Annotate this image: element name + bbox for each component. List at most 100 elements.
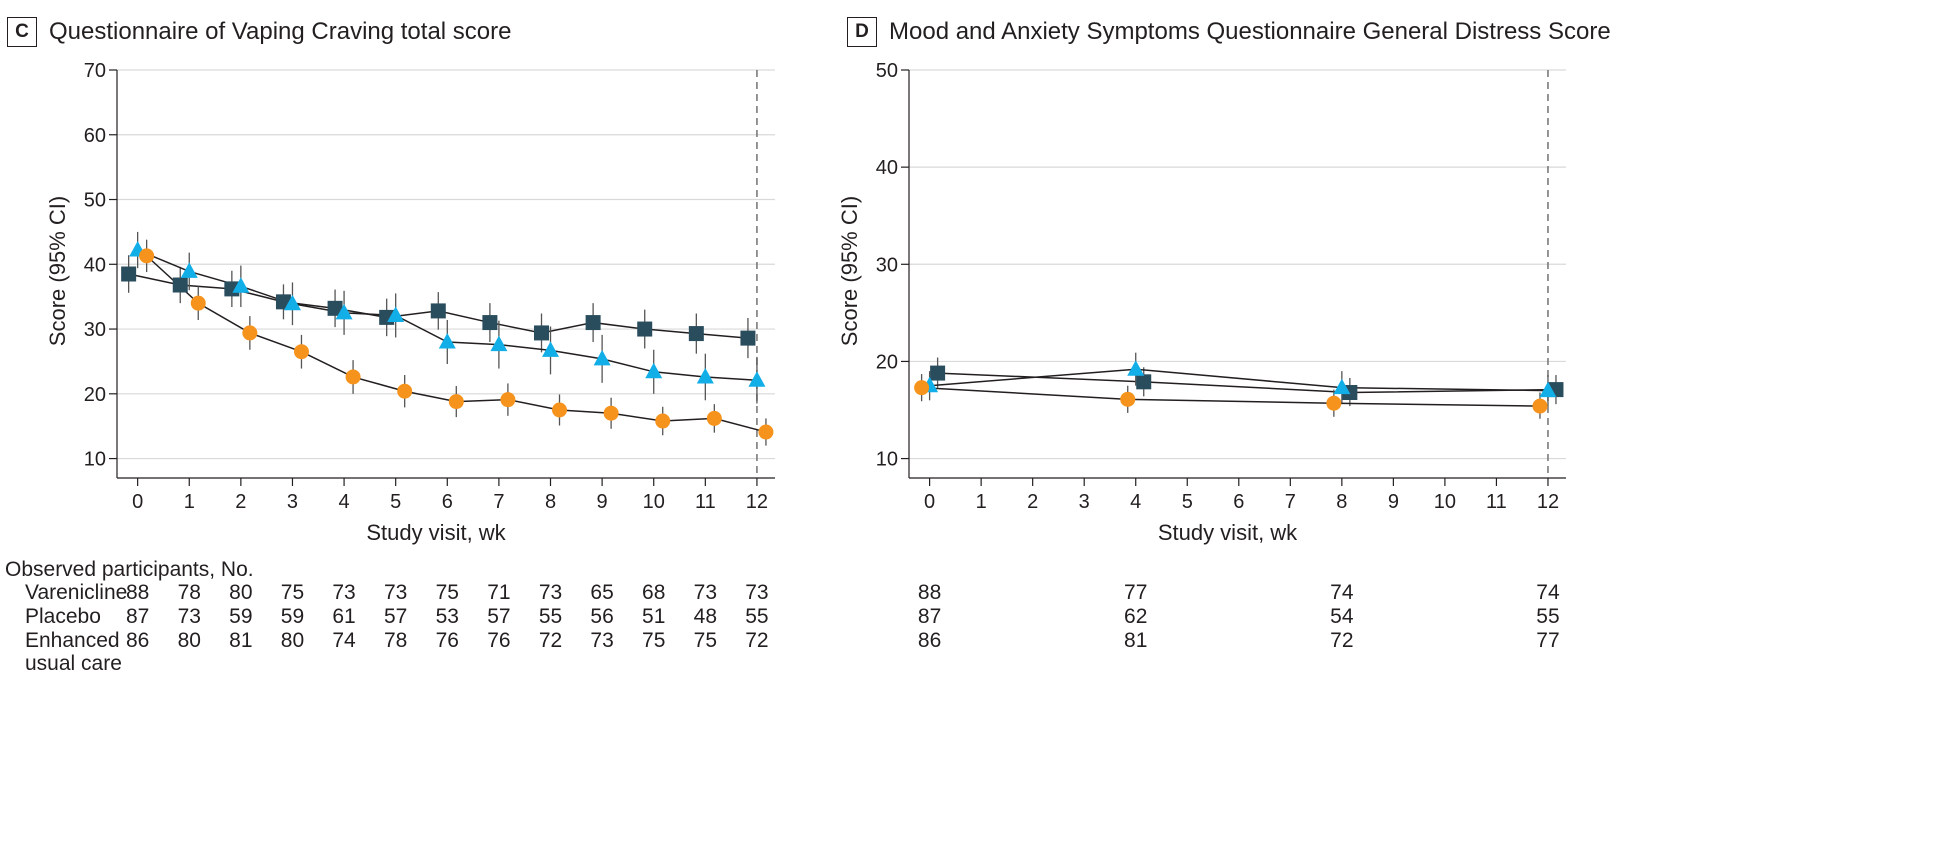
count-cell: 55: [1536, 605, 1560, 628]
varenicline-point: [740, 330, 756, 346]
y-tick-label: 50: [84, 190, 106, 212]
count-cell: 78: [177, 581, 201, 604]
placebo-point: [387, 306, 405, 322]
x-tick-label: 12: [1537, 491, 1559, 513]
count-cell: 78: [383, 629, 408, 652]
count-row-label: usual care: [25, 652, 122, 675]
count-cell: 77: [1536, 629, 1560, 652]
x-tick-label: 2: [1027, 491, 1038, 513]
count-cell: 80: [280, 629, 305, 652]
y-axis-label: Score (95% CI): [837, 196, 862, 346]
count-cell: 81: [1124, 629, 1148, 652]
placebo-point: [283, 294, 301, 311]
placebo-point: [748, 371, 766, 387]
count-cell: 88: [917, 581, 942, 604]
placebo-point: [542, 341, 560, 357]
count-cell: 73: [538, 581, 563, 604]
varenicline-point: [688, 326, 704, 342]
y-axis-label: Score (95% CI): [45, 196, 70, 346]
count-cell: 71: [487, 581, 511, 604]
enhanced-usual-care-point: [293, 344, 309, 360]
placebo-point: [490, 335, 508, 352]
enhanced-usual-care-point: [190, 295, 206, 311]
placebo-point: [645, 362, 663, 379]
count-cell: 76: [435, 629, 459, 652]
enhanced-usual-care-point: [345, 369, 361, 385]
placebo-point: [1333, 378, 1351, 395]
x-tick-label: 2: [235, 491, 246, 513]
x-tick-label: 7: [1285, 491, 1296, 513]
x-tick-label: 0: [132, 491, 143, 513]
x-tick-label: 5: [1182, 491, 1193, 513]
count-cell: 73: [745, 581, 769, 604]
enhanced-usual-care-point: [139, 248, 155, 264]
enhanced-usual-care-point: [706, 410, 722, 426]
count-cell: 57: [383, 605, 408, 628]
count-cell: 54: [1330, 605, 1354, 628]
varenicline-point: [482, 315, 498, 331]
count-cell: 74: [1536, 581, 1560, 604]
enhanced-usual-care-point: [500, 392, 516, 408]
count-cell: 75: [435, 581, 459, 604]
x-tick-label: 12: [746, 491, 768, 513]
count-cell: 80: [177, 629, 201, 652]
count-cell: 72: [538, 629, 563, 652]
x-tick-label: 6: [442, 491, 453, 513]
varenicline-point: [534, 325, 550, 341]
x-axis-label: Study visit, wk: [1158, 520, 1298, 545]
panel-c-header: C Questionnaire of Vaping Craving total …: [7, 17, 511, 47]
panel-d-header: D Mood and Anxiety Symptoms Questionnair…: [847, 17, 1611, 47]
count-cell: 55: [745, 605, 769, 628]
placebo-point: [335, 303, 353, 320]
count-cell: 81: [229, 629, 253, 652]
count-row-label: Varenicline: [25, 581, 128, 604]
count-cell: 88: [125, 581, 150, 604]
y-tick-label: 60: [84, 125, 106, 147]
count-cell: 56: [590, 605, 614, 628]
x-axis-label: Study visit, wk: [366, 520, 506, 545]
x-tick-label: 11: [1486, 491, 1507, 513]
x-tick-label: 0: [924, 491, 935, 513]
x-tick-label: 5: [390, 491, 401, 513]
placebo-point: [438, 333, 456, 349]
count-cell: 75: [642, 629, 666, 652]
count-cell: 87: [917, 605, 942, 628]
varenicline-point: [430, 303, 446, 319]
placebo-point: [232, 277, 250, 293]
y-tick-label: 30: [84, 319, 106, 341]
count-cell: 87: [125, 605, 150, 628]
count-cell: 65: [590, 581, 614, 604]
varenicline-point: [327, 300, 343, 316]
enhanced-usual-care-point: [397, 383, 413, 399]
count-row-label: Placebo: [25, 605, 101, 628]
y-tick-label: 30: [876, 254, 898, 276]
count-cell: 57: [487, 605, 511, 628]
count-cell: 73: [693, 581, 717, 604]
enhanced-usual-care-point: [914, 380, 930, 396]
x-tick-label: 1: [184, 491, 195, 513]
varenicline-point: [121, 266, 137, 282]
count-cell: 74: [332, 629, 356, 652]
enhanced-usual-care-point: [603, 405, 619, 421]
y-tick-label: 20: [84, 384, 106, 406]
varenicline-point: [930, 365, 946, 381]
x-tick-label: 10: [643, 491, 665, 513]
enhanced-usual-care-point: [1532, 398, 1548, 414]
count-cell: 62: [1124, 605, 1148, 628]
count-cell: 72: [1330, 629, 1354, 652]
x-tick-label: 3: [1079, 491, 1090, 513]
varenicline-point: [1136, 374, 1152, 390]
enhanced-usual-care-point: [1326, 395, 1342, 411]
panel-c-letter: C: [7, 17, 37, 47]
enhanced-usual-care-point: [448, 394, 464, 410]
count-cell: 72: [745, 629, 769, 652]
count-cell: 75: [280, 581, 305, 604]
x-tick-label: 8: [545, 491, 556, 513]
y-tick-label: 10: [876, 449, 898, 471]
counts-header: Observed participants, No.: [5, 558, 254, 581]
count-cell: 77: [1124, 581, 1148, 604]
